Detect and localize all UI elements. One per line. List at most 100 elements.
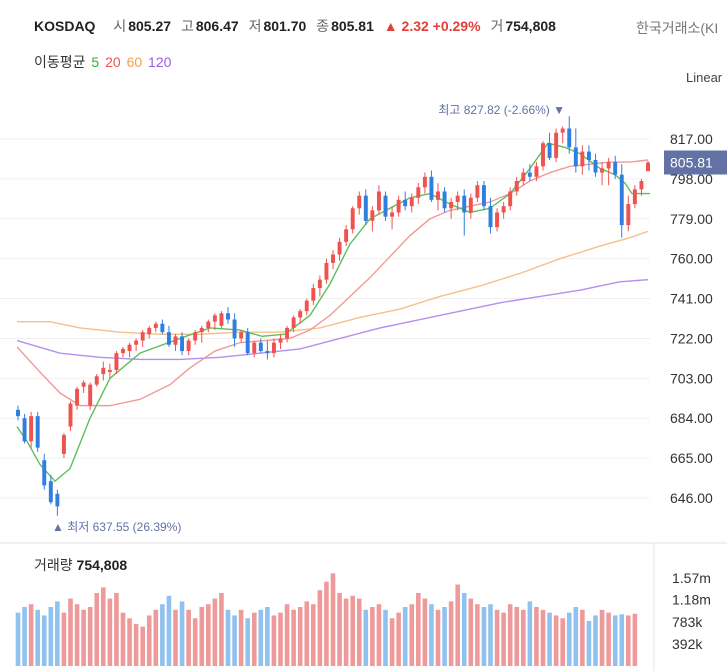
candle-body (350, 208, 355, 230)
candle-body (134, 340, 139, 345)
candle-body (560, 128, 565, 133)
y-tick-label: 665.00 (670, 450, 713, 466)
volume-bar (94, 592, 100, 666)
candle-body (586, 151, 591, 160)
candle-body (22, 418, 27, 442)
candle-body (258, 342, 263, 352)
volume-bar (324, 581, 329, 666)
candle-body (186, 340, 191, 352)
volume-bar (238, 609, 244, 666)
volume-bar (356, 598, 362, 666)
high-label: 고 (180, 18, 194, 34)
moving-average-legend[interactable]: 이동평균 5 20 60 120 (34, 52, 173, 72)
ma-120-label[interactable]: 120 (148, 54, 172, 70)
candle (554, 128, 559, 163)
volume-bar (114, 592, 119, 666)
candle (219, 311, 224, 328)
volume-bar (15, 612, 21, 666)
candle-body (639, 180, 644, 190)
candle (613, 155, 618, 179)
candle (193, 330, 198, 345)
volume-bar (416, 592, 421, 666)
volume-bar (28, 604, 34, 666)
volume-bar (593, 615, 598, 666)
volume-bar (612, 615, 618, 666)
candle (534, 162, 539, 181)
volume-bar (573, 607, 579, 666)
candle-body (68, 403, 73, 427)
candle (35, 411, 40, 452)
candle-body (127, 344, 132, 352)
candle (337, 237, 342, 261)
volume-bar (186, 609, 191, 666)
candle (232, 313, 237, 347)
volume-bar (61, 612, 67, 666)
candle (239, 330, 244, 343)
candle (127, 342, 132, 358)
ma-5-label[interactable]: 5 (91, 54, 100, 70)
moving-average-lines (16, 142, 650, 483)
volume-bar (435, 609, 441, 666)
candle-body (298, 311, 303, 318)
candle (245, 327, 250, 356)
candle (271, 338, 276, 358)
candle-body (252, 342, 257, 354)
exchange-name: 한국거래소(KI (636, 20, 719, 36)
candle (61, 432, 66, 459)
candle (298, 309, 303, 324)
candle (396, 195, 401, 217)
candle (495, 208, 500, 232)
candle (560, 126, 565, 144)
candle (619, 164, 624, 238)
volume-bar (619, 614, 625, 666)
volume-title-label: 거래량 (34, 557, 73, 573)
candle-body (324, 262, 329, 280)
volume-bar (442, 607, 447, 666)
ma-60-label[interactable]: 60 (126, 54, 143, 70)
volume-bar (389, 618, 395, 666)
candle-body (481, 185, 486, 207)
scale-mode-button[interactable]: Linear (686, 70, 723, 85)
candle (646, 161, 650, 172)
volume-bar (632, 613, 638, 666)
candle (55, 489, 60, 516)
candle (291, 315, 296, 333)
y-tick-label: 684.00 (670, 410, 713, 426)
y-tick-label: 741.00 (670, 291, 713, 307)
candle-body (357, 195, 362, 209)
volume-bars (15, 573, 638, 666)
volume-title-value: 754,808 (76, 557, 128, 573)
volume-bar (199, 607, 205, 666)
ma-20-label[interactable]: 20 (105, 54, 121, 70)
candle-body (42, 460, 47, 486)
candle-body (107, 369, 112, 373)
volume-bar (606, 612, 611, 666)
candle (29, 411, 34, 448)
candle (94, 374, 99, 387)
candle-body (376, 191, 381, 211)
volume-bar (68, 598, 73, 666)
candle-body (409, 197, 414, 207)
price-axis: 817.00 798.00 779.00 760.00 741.00 722.00 703.… (670, 131, 713, 652)
volume-tick-label: 783k (672, 614, 703, 630)
candle (468, 193, 473, 219)
y-tick-label: 646.00 (670, 490, 713, 506)
candle (140, 330, 145, 347)
volume-bar (153, 609, 159, 666)
quote-header: KOSDAQ 시 805.27 고 806.47 저 801.70 종 805.81 ▲… (34, 16, 556, 36)
candle (134, 338, 139, 352)
candle-body (521, 172, 526, 181)
y-tick-label: 760.00 (670, 251, 713, 267)
volume-bar (219, 592, 224, 666)
volume-bar (160, 604, 165, 666)
candle (199, 325, 204, 343)
candle (206, 319, 211, 333)
candle-body (232, 319, 237, 339)
volume-bar (87, 607, 93, 666)
high-marker: 최고 827.82 (-2.66%) ▼ (438, 103, 565, 117)
candle-body (180, 336, 185, 352)
candle (121, 346, 125, 358)
candle-body (337, 241, 342, 255)
candle-body (153, 323, 158, 328)
